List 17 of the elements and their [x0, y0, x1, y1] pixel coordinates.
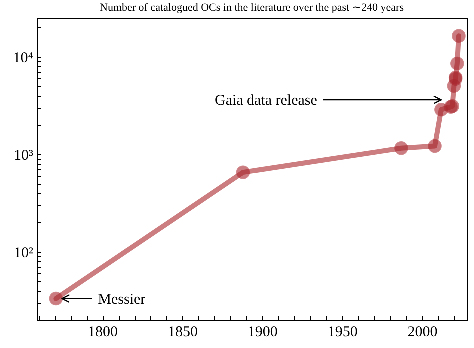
- x-tick-label: 1800: [88, 324, 118, 340]
- x-tick-label: 2000: [408, 324, 438, 340]
- x-tick-label: 1950: [328, 324, 358, 340]
- chart-title: Number of catalogued OCs in the literature over the past ∼240 years: [100, 2, 404, 14]
- x-tick-label: 1900: [248, 324, 278, 340]
- point: [49, 292, 64, 306]
- point: [450, 56, 464, 71]
- y-tick-label: 10²: [14, 245, 34, 262]
- point: [236, 166, 250, 180]
- point: [394, 142, 408, 156]
- point: [428, 139, 442, 154]
- point: [452, 29, 466, 43]
- annotation: Messier: [98, 292, 146, 308]
- y-tick-label: 10³: [14, 148, 34, 164]
- y-tick-label: 10⁴: [13, 50, 34, 66]
- annotation: Gaia data release: [214, 93, 318, 110]
- x-tick-label: 1850: [168, 324, 198, 340]
